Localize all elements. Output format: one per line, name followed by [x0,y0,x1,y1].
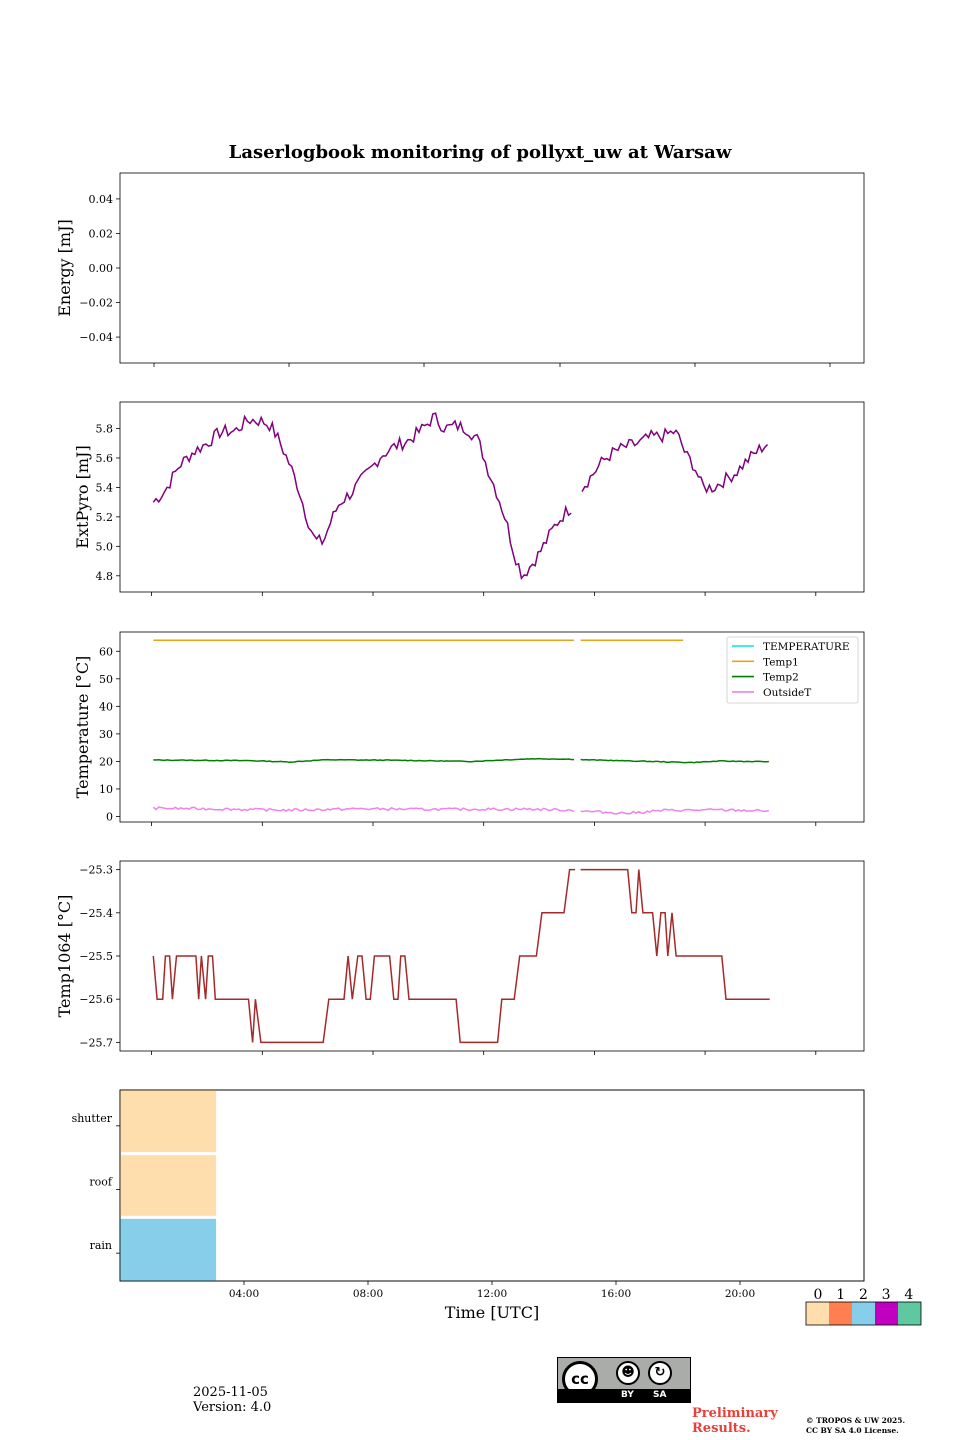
ylabel-extpyro: ExtPyro [mJ] [73,445,92,548]
ytick-label-temperature: 20 [99,755,113,768]
plot-frame-temp1064 [119,860,865,1052]
series-line-temp1064 [580,868,770,1000]
legend-label-temp1: Temp1 [763,656,799,668]
plot-frame-status-top [119,1089,865,1282]
cc-by-sa-icon: cc ☻ ↻ BY SA [557,1357,691,1403]
ylabel-energy: Energy [mJ] [55,219,74,317]
xlabel-time: Time [UTC] [445,1303,539,1322]
row-label-roof: roof [89,1176,113,1189]
cc-sa-label: SA [653,1390,667,1400]
ytick-label-energy: −0.02 [79,297,113,310]
copyright-line-1: © TROPOS & UW 2025. [806,1416,906,1425]
ytick-label-extpyro: 5.8 [96,423,114,436]
ytick-label-extpyro: 5.0 [96,540,114,553]
colorbar-swatch-1 [829,1302,852,1325]
ytick-label-temperature: 10 [99,783,113,796]
ytick-label-extpyro: 5.6 [96,452,114,465]
ytick-label-extpyro: 5.4 [96,481,114,494]
legend-box [726,636,859,704]
figure-title: Laserlogbook monitoring of pollyxt_uw at… [229,142,732,163]
series-line-extpyro [152,412,572,580]
copyright-line-2: CC BY SA 4.0 License. [806,1426,899,1435]
copyright-note: © TROPOS & UW 2025. CC BY SA 4.0 License… [806,1416,905,1436]
ytick-label-temperature: 60 [99,645,113,658]
ytick-label-extpyro: 4.8 [96,570,114,583]
series-line-temp2 [580,758,769,764]
series-line-outsidet [152,806,575,813]
colorbar-tick-label: 1 [836,1287,845,1303]
colorbar-tick-label: 4 [904,1287,913,1303]
ytick-label-energy: 0.04 [89,193,114,206]
colorbar-swatch-4 [898,1302,921,1325]
ytick-label-energy: 0.02 [89,227,114,240]
row-label-rain: rain [90,1239,112,1252]
preliminary-results-note: Preliminary Results. [692,1406,778,1436]
plot-frame-status [119,1089,865,1282]
xtick-label-status: 16:00 [601,1288,631,1300]
row-label-shutter: shutter [72,1112,113,1125]
share-alike-icon: ↻ [648,1361,672,1385]
xtick-label-status: 12:00 [477,1288,507,1300]
ytick-label-temp1064: −25.5 [79,950,113,963]
ytick-label-temp1064: −25.3 [79,864,113,877]
plot-frame-temperature [119,631,865,823]
colorbar-swatch-2 [852,1302,875,1325]
colorbar-tick-label: 2 [859,1287,868,1303]
ytick-label-energy: −0.04 [79,331,113,344]
series-line-temp1064 [152,868,576,1044]
ytick-label-temperature: 40 [99,700,113,713]
legend-label-outsidet: OutsideT [763,687,811,699]
series-line-temp2 [153,757,575,764]
ytick-label-extpyro: 5.2 [96,511,114,524]
xtick-label-status: 08:00 [353,1288,383,1300]
series-line-outsidet [580,808,770,815]
ytick-label-temperature: 30 [99,728,113,741]
colorbar-swatch-0 [806,1302,829,1325]
ytick-label-temperature: 50 [99,673,113,686]
ytick-label-temp1064: −25.7 [79,1036,113,1049]
ytick-label-temp1064: −25.4 [79,907,113,920]
xtick-label-status: 04:00 [229,1288,259,1300]
ylabel-temperature: Temperature [°C] [73,656,92,799]
ytick-label-temp1064: −25.6 [79,993,113,1006]
status-block-roof [120,1155,217,1216]
attribution-icon: ☻ [616,1361,640,1385]
colorbar-tick-label: 3 [882,1287,891,1303]
plot-frame-extpyro [119,401,865,593]
legend-label-temperature: TEMPERATURE [763,641,850,653]
ytick-label-energy: 0.00 [89,262,114,275]
colorbar-frame [805,1301,922,1326]
status-block-rain [120,1218,217,1281]
ylabel-temp1064: Temp1064 [°C] [55,895,74,1018]
colorbar-swatch-3 [875,1302,898,1325]
cc-by-label: BY [621,1390,634,1400]
ytick-label-temperature: 0 [106,810,113,823]
plot-frame-energy [119,172,865,364]
series-line-extpyro [581,427,769,494]
footer-date: 2025-11-05 [193,1385,268,1400]
colorbar-tick-label: 0 [814,1287,823,1303]
legend-label-temp2: Temp2 [763,672,799,684]
xtick-label-status: 20:00 [725,1288,755,1300]
footer-version: Version: 4.0 [193,1400,272,1415]
status-block-shutter [120,1090,217,1153]
